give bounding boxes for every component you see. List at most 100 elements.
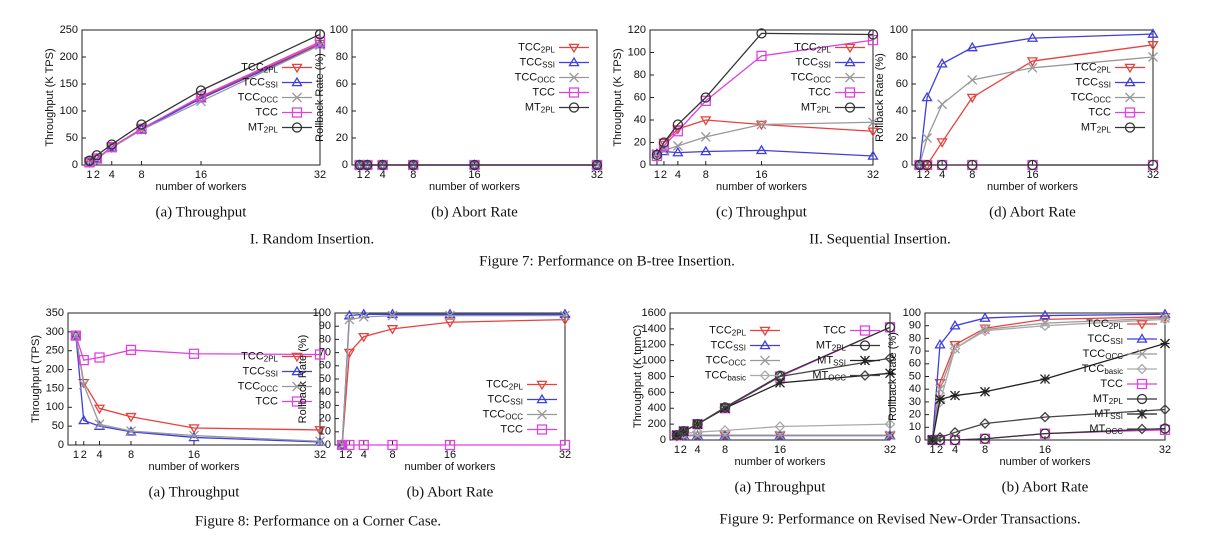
y-tick-label: 100 [903,307,921,319]
marker [1039,309,1051,320]
legend-label: MTOCC [1089,423,1123,436]
marker [1124,76,1136,87]
x-tick-label: 16 [755,169,767,181]
y-tick-label: 40 [336,105,348,117]
marker [444,439,456,451]
marker [950,390,960,401]
figure-caption: Figure 8: Performance on a Corner Case. [195,513,441,529]
y-tick-label: 90 [319,320,331,332]
marker [979,433,991,444]
marker [867,34,879,46]
y-tick-label: 80 [634,69,646,81]
x-tick-label: 4 [939,169,945,181]
marker [1136,333,1148,343]
x-tick-label: 16 [468,169,480,181]
marker [700,131,711,142]
marker [755,144,768,155]
marker [949,434,961,446]
y-tick-label: 20 [319,413,331,425]
marker [1040,374,1050,384]
marker [700,116,712,126]
legend-label: TCCSSI [1075,76,1111,89]
marker [569,72,579,83]
legend-label: TCC [1100,378,1123,390]
x-tick-label: 4 [96,449,102,461]
marker [759,370,771,381]
legend-label: MTSSI [1094,408,1123,421]
marker [407,161,419,171]
x-tick-label: 16 [1039,444,1051,456]
marker [1027,62,1038,73]
series-line [932,408,1166,441]
series-line [75,335,321,442]
marker [934,338,946,349]
legend-label: TCC2PL [794,41,831,54]
marker [387,310,398,321]
y-tick-label: 120 [628,24,646,36]
marker [700,145,712,156]
marker [759,339,771,350]
x-tick-label: 4 [952,444,958,456]
marker [84,155,95,166]
x-tick-label: 16 [444,449,456,461]
marker [700,92,711,103]
marker [885,430,895,441]
marker [468,159,481,169]
marker [1159,404,1171,415]
y-tick-label: 30 [909,396,921,408]
marker [1027,159,1038,171]
legend-label: MT2PL [248,121,279,134]
series-line [341,318,566,446]
marker [106,142,117,153]
marker [979,325,991,337]
marker [387,439,398,451]
marker [125,412,137,423]
series-line [89,33,321,162]
marker [70,330,82,341]
marker [921,161,933,171]
marker [84,157,95,168]
y-axis-label: Rollback Rate (%) [314,53,326,142]
marker [775,377,785,388]
plot-frame [351,29,598,166]
x-tick-label: 2 [81,449,87,461]
legend-label: MTOCC [812,369,846,382]
series-line [656,32,874,156]
y-axis-label: Rollback Rate (%) [887,332,899,421]
y-tick-label: 150 [60,78,78,90]
marker [775,430,785,441]
series-line [931,342,1166,441]
legend-label: MTSSI [817,354,846,367]
legend-label: TCC [500,423,523,435]
marker [1124,107,1136,118]
y-tick-label: 50 [909,370,921,382]
marker [756,50,767,62]
legend-label: MT2PL [1081,121,1112,134]
marker [671,429,683,441]
marker [376,159,389,169]
chart-caption: (b) Abort Rate [1002,479,1089,495]
figure-caption: Figure 9: Performance on Revised New-Ord… [719,511,1080,527]
marker [1136,393,1148,405]
marker [1148,52,1158,62]
y-tick-label: 80 [319,333,331,345]
marker [70,331,82,342]
marker [921,159,933,171]
marker [774,421,786,432]
y-tick-label: 0 [342,159,348,171]
marker [1125,92,1135,103]
marker [536,380,548,391]
marker [468,161,481,171]
x-axis-label: number of workers [734,456,826,468]
marker [1026,32,1039,42]
x-axis-label: number of workers [716,181,808,193]
marker [692,418,703,430]
x-tick-label: 16 [188,449,200,461]
series-line [89,44,321,163]
marker [979,312,991,322]
marker [314,36,326,48]
series-line [918,33,1154,166]
y-tick-label: 30 [319,399,331,411]
marker [979,418,991,429]
legend-label: TCC [823,324,846,336]
